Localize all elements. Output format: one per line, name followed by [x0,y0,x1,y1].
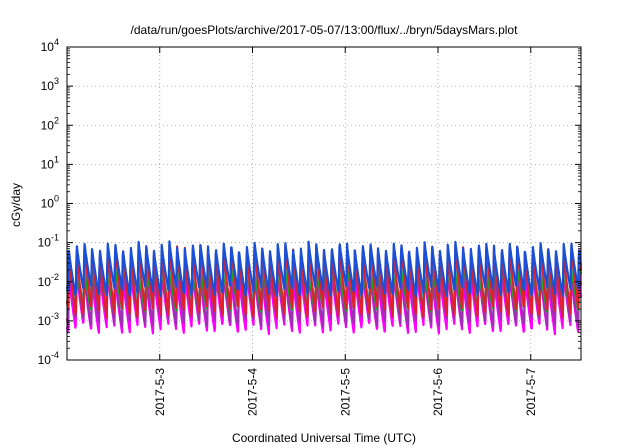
y-axis-label: cGy/day [9,183,23,227]
series-group [65,240,583,336]
y-tick-labels: 10-4 10-3 10-2 10-1 100 101 102 103 104 [38,37,59,367]
y-tick-label: 10-3 [38,311,59,328]
x-tick-label: 2017-5-5 [338,368,352,416]
y-tick-label: 104 [41,37,59,54]
x-axis-label: Coordinated Universal Time (UTC) [232,431,416,445]
ticks [67,46,581,361]
x-tick-label: 2017-5-4 [246,368,260,416]
series-line [65,240,583,298]
x-tick-labels: 2017-5-3 2017-5-4 2017-5-5 2017-5-6 2017-5-7 [153,368,538,416]
x-tick-label: 2017-5-6 [431,368,445,416]
y-tick-label: 100 [41,194,59,211]
y-tick-label: 10-2 [38,272,59,289]
y-tick-label: 103 [41,76,59,93]
y-tick-label: 10-1 [38,233,59,250]
y-tick-label: 10-4 [38,350,59,367]
x-tick-label: 2017-5-7 [524,368,538,416]
chart-title: /data/run/goesPlots/archive/2017-05-07/1… [131,23,519,37]
x-tick-label: 2017-5-3 [153,368,167,416]
y-tick-label: 102 [41,115,59,132]
y-tick-label: 101 [41,154,59,171]
